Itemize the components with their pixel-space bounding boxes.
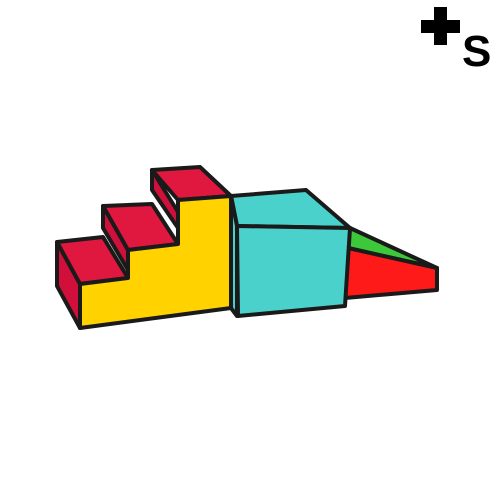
stair-block (55, 165, 233, 330)
logo-s-letter: S (462, 27, 491, 76)
ramp-block (336, 220, 439, 300)
cube-front-face (235, 224, 352, 318)
cube-top-face (229, 188, 352, 230)
plus-icon (421, 7, 460, 45)
cube-block (229, 188, 352, 318)
stair-front-face (78, 194, 233, 330)
